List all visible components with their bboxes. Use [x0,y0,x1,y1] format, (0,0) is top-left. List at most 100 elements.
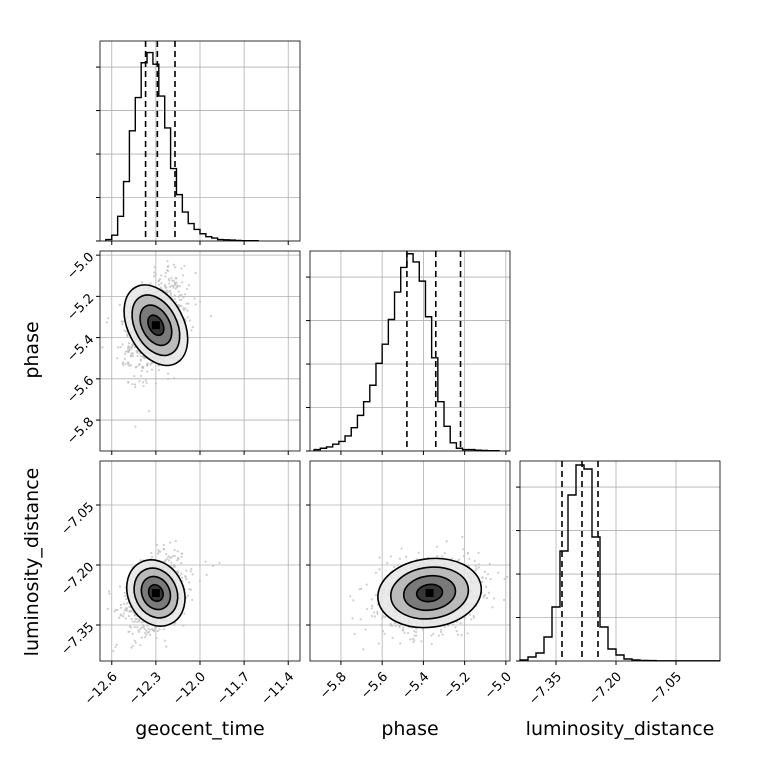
xlabel-luminosity-distance: luminosity_distance [526,718,715,740]
scatter-point [377,642,380,645]
scatter-point [140,626,143,629]
contour-line [390,566,470,620]
scatter-point [165,552,168,556]
scatter-point [477,551,480,555]
scatter-point [114,645,117,649]
ylabel-luminosity-distance: luminosity_distance [21,468,43,657]
scatter-point [190,329,193,332]
scatter-point [130,347,133,350]
scatter-point [121,615,125,618]
scatter-point [166,269,169,272]
scatter-point [439,628,443,631]
scatter-point [133,620,136,623]
scatter-point [116,357,119,360]
scatter-point [170,276,173,280]
scatter-point [503,577,506,581]
scatter-point [105,321,109,324]
scatter-point [133,383,137,386]
scatter-point [183,264,186,268]
scatter-point [128,625,131,628]
scatter-point [166,260,169,263]
scatter-point [398,624,401,627]
scatter-point [451,623,455,626]
scatter-point [135,617,139,621]
scatter-point [199,300,202,303]
scatter-point [405,555,408,558]
scatter-point [148,630,151,633]
scatter-point [413,630,416,633]
scatter-point [491,606,494,609]
xlabel-geocent-time: geocent_time [135,718,264,740]
scatter-point [155,543,159,546]
scatter-point [185,302,188,305]
scatter-content [100,461,300,661]
scatter-point [133,639,136,642]
scatter-point [399,642,402,645]
scatter-point [472,616,476,619]
contour-line [133,567,179,619]
scatter-point [145,633,148,636]
scatter-point [157,552,160,555]
scatter-point [478,563,481,566]
hist-panel-phase [306,250,511,455]
scatter-point [420,640,423,643]
scatter-point [138,620,141,623]
scatter-point [180,555,183,558]
scatter-point [157,549,160,552]
scatter-point [180,293,183,297]
scatter-point [124,362,127,365]
scatter-point [392,565,396,568]
hist-panel-frame [99,40,301,242]
scatter-point [378,556,381,559]
scatter-point [437,634,441,637]
scatter-point [186,594,190,597]
hist-panel-luminosity-distance [516,460,721,665]
scatter-point [128,630,131,633]
scatter-point [430,642,433,645]
scatter-point [126,350,129,353]
contour-line [131,294,181,357]
scatter-point [133,614,136,617]
scatter-point [182,308,185,312]
scatter-point [443,551,446,555]
scatter-point [439,630,443,634]
scatter-point [118,616,121,619]
scatter-point [134,641,137,644]
scatter-point [123,352,127,355]
scatter-point [127,342,131,345]
scatter-point [466,552,469,555]
scatter-point [378,568,381,571]
scatter-point [178,304,181,307]
scatter-point [462,554,465,558]
scatter-point [455,630,458,633]
scatter-point [119,606,122,609]
scatter-point [371,604,374,607]
scatter-point [191,573,194,576]
scatter-point [170,284,173,287]
scatter-point [190,567,193,571]
scatter-point [485,597,489,600]
scatter-point [169,541,172,544]
scatter-point [173,294,176,297]
scatter-point [163,639,167,642]
histogram-step-line [105,51,259,242]
scatter-content [310,461,510,661]
scatter-point [124,617,127,620]
scatter-point [483,570,486,573]
scatter-point [146,624,149,627]
scatter-point [184,307,187,310]
hist-panel-frame [309,250,511,452]
scatter-point [131,632,134,635]
scatter-point [456,633,459,636]
scatter-point [381,630,384,633]
scatter-point [488,562,491,565]
scatter-point [115,643,118,646]
scatter-point [168,285,172,288]
scatter-point [140,621,143,624]
scatter-point [466,632,469,635]
scatter-point [134,366,137,369]
scatter-point [119,345,122,349]
scatter-point [177,572,180,575]
scatter-point [160,274,163,277]
scatter-point [116,346,120,349]
